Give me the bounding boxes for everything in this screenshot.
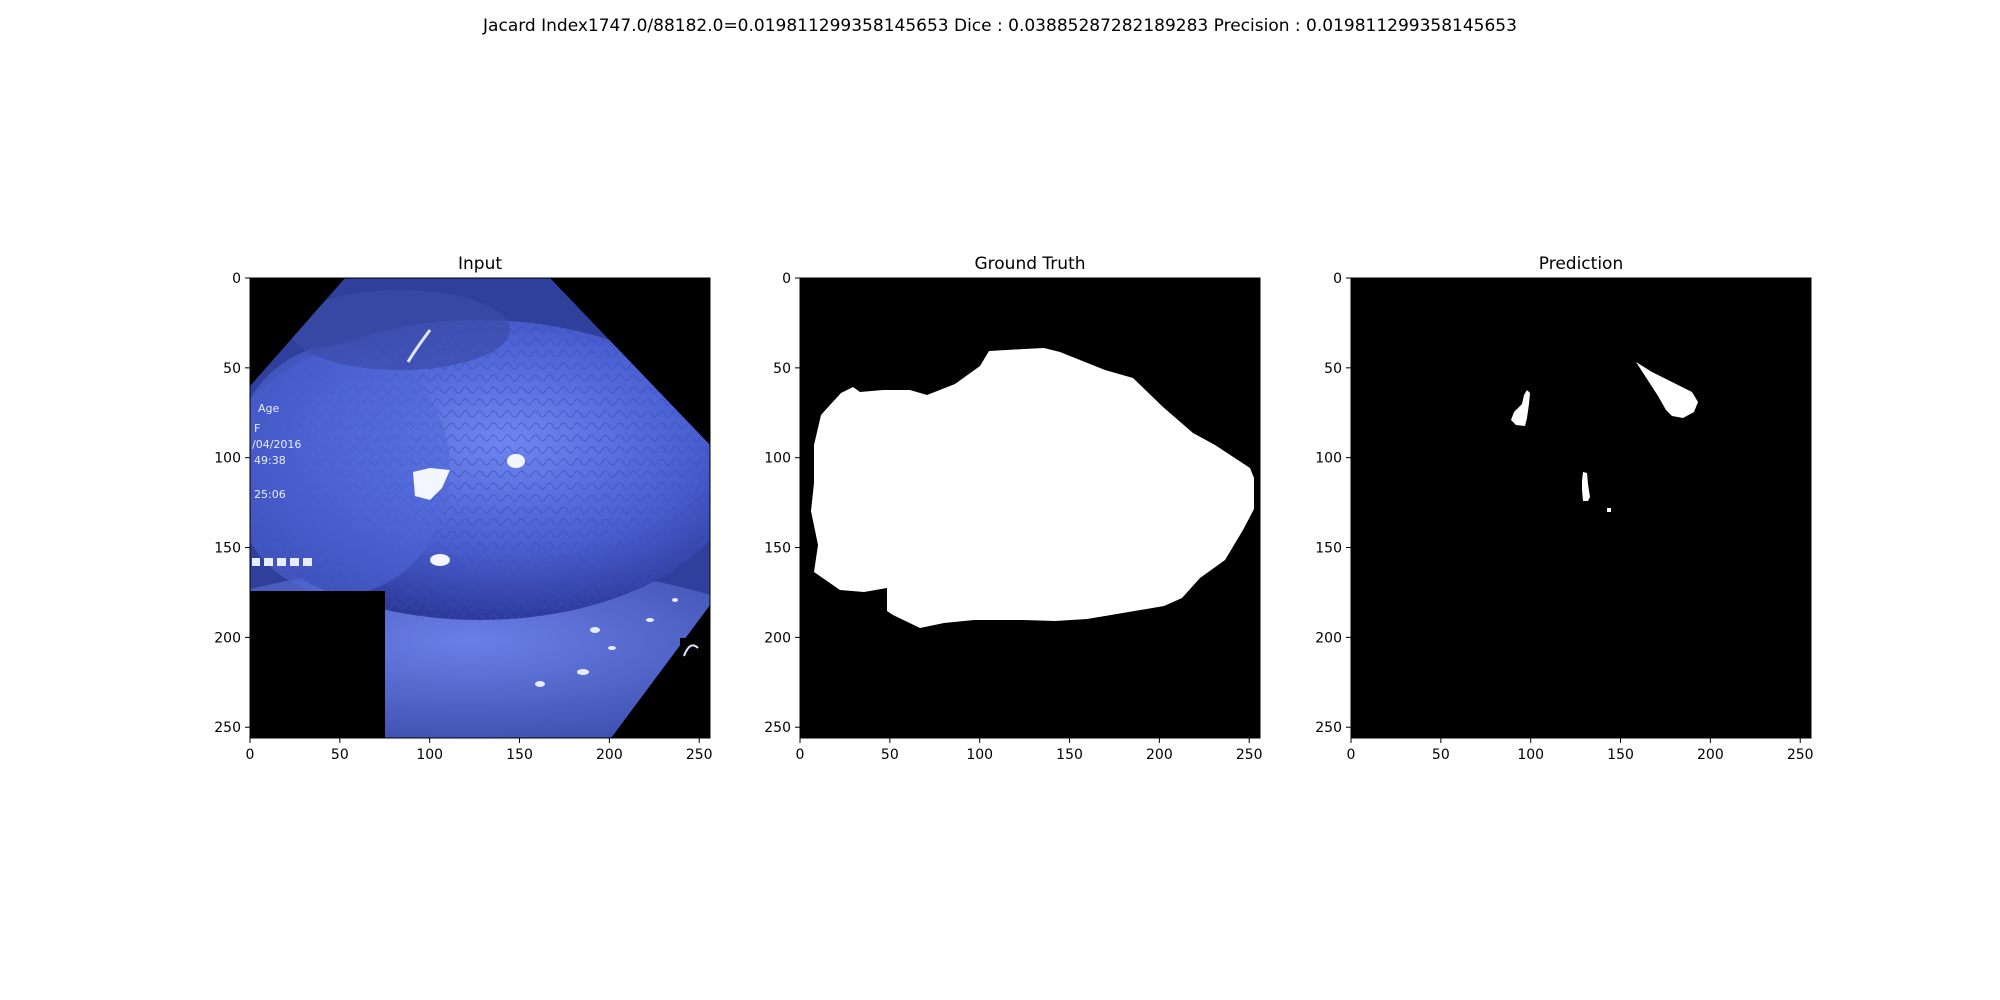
ground-truth-y-tick-label: 150 (764, 541, 791, 557)
prediction-y-tick-label: 150 (1315, 541, 1342, 557)
input-x-tick-label: 250 (686, 747, 713, 763)
ground-truth-x-tick-label: 100 (966, 747, 993, 763)
input-x-tick-label: 50 (331, 747, 349, 763)
panel-title-input: Input (457, 254, 503, 274)
prediction-x-tick-label: 150 (1607, 747, 1634, 763)
upper-fold (290, 290, 510, 370)
input-x-tick-label: 150 (506, 747, 533, 763)
overlay-sex: F (254, 422, 260, 435)
input-y-tick-label: 50 (223, 361, 241, 377)
overlay-date: /04/2016 (252, 438, 301, 451)
prediction-x-tick-label: 250 (1787, 747, 1814, 763)
prediction-y-tick-label: 250 (1315, 720, 1342, 736)
axes-layer: 0 50 100 150 200 250 0 50 100 150 200 250 0 50 100 150 2… (214, 271, 1813, 763)
input-panel: Age F /04/2016 49:38 25:06 (250, 278, 710, 738)
input-black-inset (250, 591, 385, 738)
prediction-y-tick-label: 100 (1315, 451, 1342, 467)
ground-truth-y-tick-label: 50 (773, 361, 791, 377)
prediction-panel (1351, 278, 1811, 738)
highlight-streak (406, 329, 432, 363)
input-axes-frame (249, 277, 711, 739)
ground-truth-axes-frame (799, 277, 1261, 739)
ground-truth-x-tick-label: 150 (1056, 747, 1083, 763)
overlay-duration: 25:06 (254, 488, 286, 501)
highlight-right (507, 454, 525, 468)
ground-truth-x-tick-label: 50 (881, 747, 899, 763)
highlight-center (413, 468, 450, 500)
input-y-tick-label: 100 (214, 451, 241, 467)
ground-truth-panel (800, 278, 1260, 738)
ground-truth-x-tick-label: 250 (1236, 747, 1263, 763)
input-x-tick-label: 100 (416, 747, 443, 763)
prediction-x-tick-label: 100 (1517, 747, 1544, 763)
prediction-background (1351, 278, 1811, 738)
scope-icon (680, 638, 702, 664)
overlay-bar (252, 558, 312, 566)
overlay-age: Age (258, 402, 280, 415)
panel-title-ground-truth: Ground Truth (974, 254, 1086, 274)
input-x-tick-label: 0 (246, 747, 255, 763)
input-x-tick-label: 200 (596, 747, 623, 763)
prediction-y-tick-label: 200 (1315, 630, 1342, 646)
ground-truth-y-tick-label: 0 (782, 271, 791, 287)
overlay-text: Age F /04/2016 49:38 25:06 (252, 402, 301, 501)
ground-truth-x-tick-label: 200 (1146, 747, 1173, 763)
prediction-axes-frame (1350, 277, 1812, 739)
prediction-blob-dot (1607, 508, 1611, 512)
input-y-tick-label: 250 (214, 720, 241, 736)
input-y-tick-label: 200 (214, 630, 241, 646)
input-y-tick-label: 0 (232, 271, 241, 287)
ground-truth-y-tick-label: 200 (764, 630, 791, 646)
prediction-x-tick-label: 50 (1432, 747, 1450, 763)
input-y-tick-label: 150 (214, 541, 241, 557)
prediction-y-tick-label: 0 (1333, 271, 1342, 287)
wet-reflections (535, 598, 699, 687)
ground-truth-x-tick-label: 0 (796, 747, 805, 763)
prediction-blob-center (1582, 472, 1590, 501)
ground-truth-y-tick-label: 100 (764, 451, 791, 467)
prediction-y-tick-label: 50 (1324, 361, 1342, 377)
prediction-blob-right (1636, 362, 1698, 418)
prediction-x-tick-label: 0 (1347, 747, 1356, 763)
panel-title-prediction: Prediction (1538, 254, 1624, 274)
prediction-x-tick-label: 200 (1697, 747, 1724, 763)
ground-truth-mask (811, 348, 1254, 628)
figure-title: Jacard Index1747.0/88182.0=0.01981129935… (483, 16, 1517, 36)
ground-truth-y-tick-label: 250 (764, 720, 791, 736)
scope-icon-glyph (683, 644, 699, 657)
highlight-lower (430, 554, 450, 566)
overlay-time: 49:38 (254, 454, 286, 467)
prediction-blob-left (1511, 390, 1530, 426)
left-fold (250, 345, 450, 595)
